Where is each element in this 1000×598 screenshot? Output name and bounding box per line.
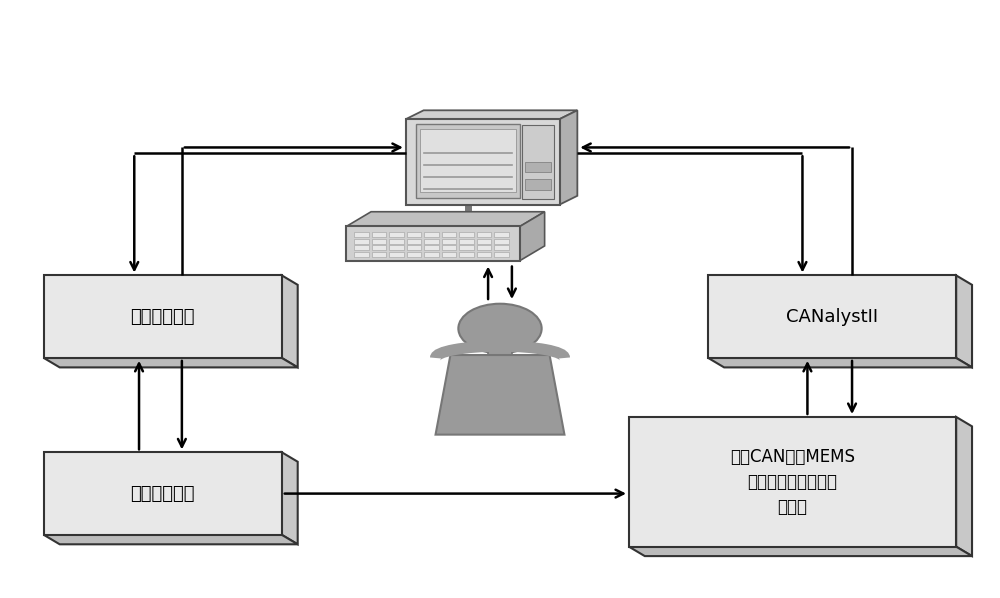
Bar	[494, 245, 509, 250]
Bar	[407, 245, 421, 250]
Bar	[525, 179, 551, 190]
Bar	[459, 233, 474, 237]
Text: 基于CAN总线MEMS
捷联惯性装置数据采
集系统: 基于CAN总线MEMS 捷联惯性装置数据采 集系统	[730, 448, 855, 516]
Bar	[477, 252, 491, 257]
Bar	[44, 452, 282, 535]
Polygon shape	[560, 110, 577, 205]
Bar	[354, 245, 369, 250]
Bar	[389, 245, 404, 250]
Bar	[372, 245, 386, 250]
Text: 三轴转台驱动: 三轴转台驱动	[131, 308, 195, 326]
Bar	[346, 227, 520, 261]
Bar	[389, 239, 404, 243]
Bar	[525, 161, 551, 172]
Bar	[522, 125, 554, 199]
Bar	[44, 276, 282, 358]
Bar	[477, 239, 491, 243]
Bar	[389, 233, 404, 237]
Bar	[424, 245, 439, 250]
Polygon shape	[488, 350, 512, 355]
Bar	[629, 417, 956, 547]
Bar	[424, 252, 439, 257]
Bar	[459, 252, 474, 257]
Polygon shape	[436, 355, 564, 435]
Bar	[389, 252, 404, 257]
Bar	[406, 119, 560, 205]
Polygon shape	[44, 358, 298, 367]
Bar	[477, 245, 491, 250]
Bar	[442, 233, 456, 237]
Bar	[416, 124, 520, 197]
Bar	[708, 276, 956, 358]
Bar	[459, 245, 474, 250]
Bar	[424, 233, 439, 237]
Bar	[424, 239, 439, 243]
Circle shape	[458, 304, 542, 353]
Polygon shape	[629, 547, 972, 556]
Polygon shape	[956, 417, 972, 556]
Bar	[354, 233, 369, 237]
Bar	[407, 233, 421, 237]
Bar	[477, 233, 491, 237]
Bar	[494, 239, 509, 243]
Polygon shape	[956, 276, 972, 367]
Bar	[494, 252, 509, 257]
Polygon shape	[406, 110, 577, 119]
Bar	[442, 252, 456, 257]
Bar	[459, 239, 474, 243]
Bar	[442, 245, 456, 250]
Polygon shape	[520, 212, 545, 261]
Polygon shape	[708, 358, 972, 367]
Text: 三轴精密转台: 三轴精密转台	[131, 484, 195, 502]
Polygon shape	[346, 212, 545, 227]
Bar	[372, 233, 386, 237]
Polygon shape	[44, 535, 298, 544]
Bar	[494, 233, 509, 237]
Bar	[420, 129, 516, 192]
Bar	[407, 239, 421, 243]
Bar	[407, 252, 421, 257]
Polygon shape	[282, 276, 298, 367]
Bar	[442, 239, 456, 243]
Bar	[354, 252, 369, 257]
Polygon shape	[282, 452, 298, 544]
Bar	[372, 239, 386, 243]
Bar	[372, 252, 386, 257]
Bar	[354, 239, 369, 243]
Text: CANalystII: CANalystII	[786, 308, 878, 326]
